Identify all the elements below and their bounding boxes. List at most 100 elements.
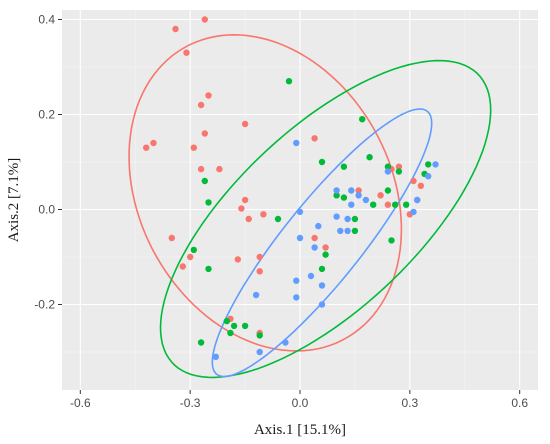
data-point [201,16,208,23]
data-point [384,163,392,170]
x-tick-label: 0.0 [292,396,309,410]
data-point [366,154,373,161]
data-point [223,317,230,325]
data-point [344,227,351,235]
y-axis-title: Axis.2 [7.1%] [6,158,22,243]
y-tick-label: 0.0 [38,203,55,217]
data-point [425,161,432,168]
data-point [201,177,208,185]
data-point [340,194,348,201]
data-point [256,253,263,261]
confidence-ellipse [159,59,492,379]
data-point [377,192,384,199]
data-point [311,244,318,251]
data-point [293,294,300,301]
data-point [293,277,300,284]
data-point [256,332,263,339]
y-axis-ticks: -0.2 0.0 0.2 0.4 [34,13,62,312]
data-point [201,130,208,137]
data-point [318,301,326,308]
data-point [179,263,186,270]
data-point [260,211,267,218]
data-point [388,237,395,244]
data-points [143,16,439,360]
data-point [384,201,392,208]
data-point [425,173,432,180]
data-point [216,165,223,173]
data-point [150,139,157,147]
data-point [311,135,318,142]
data-point [333,213,340,220]
data-point [256,268,263,275]
data-point [392,201,399,208]
data-point [205,92,212,99]
data-point [187,253,194,261]
data-point [432,161,439,168]
data-point [359,116,366,123]
data-point [183,49,190,56]
data-point [205,199,212,206]
data-point [337,227,344,235]
data-point [227,329,234,337]
data-point [293,139,300,147]
data-point [241,322,249,330]
data-point [285,78,293,85]
x-axis-ticks: -0.6 -0.3 0.0 0.3 0.6 [70,390,528,410]
data-point [168,234,175,242]
data-point [403,201,410,208]
data-point [362,196,370,204]
data-point [384,168,392,175]
x-tick-label: 0.6 [511,396,528,410]
data-point [355,192,362,199]
data-point [322,251,329,258]
data-point [234,256,241,263]
data-point [340,163,348,170]
y-tick-label: -0.2 [34,298,55,312]
data-point [410,208,417,216]
x-tick-label: -0.3 [180,396,201,410]
data-point [238,205,245,212]
data-point [370,201,377,208]
data-point [333,187,340,194]
data-point [417,182,424,189]
data-point [296,208,304,216]
data-point [190,246,197,254]
data-point [348,187,355,194]
data-point [230,322,238,330]
data-point [172,25,179,33]
data-point [282,339,289,346]
data-point [256,348,263,356]
data-point [355,187,362,194]
data-point [197,101,205,109]
x-tick-label: 0.3 [402,396,419,410]
data-point [205,265,212,273]
data-point [348,201,355,208]
data-point [315,222,322,230]
data-point [197,339,205,346]
data-point [241,196,249,204]
data-point [307,272,315,280]
data-point [296,234,304,242]
data-point [212,353,219,360]
data-point [252,291,260,299]
data-point [197,165,205,173]
data-point [241,120,249,128]
data-point [322,244,329,251]
y-tick-label: 0.4 [38,13,55,27]
data-point [414,196,421,204]
data-point [395,163,403,170]
data-point [318,282,326,289]
data-point [245,215,252,223]
data-point [384,187,392,194]
x-axis-title: Axis.1 [15.1%] [254,422,346,438]
data-point [333,192,340,199]
y-tick-label: 0.2 [38,108,55,122]
data-point [351,215,359,223]
data-point [274,215,282,223]
data-point [143,144,150,151]
data-point [344,215,351,223]
data-point [318,158,326,166]
data-point [311,234,318,242]
data-point [190,144,197,151]
